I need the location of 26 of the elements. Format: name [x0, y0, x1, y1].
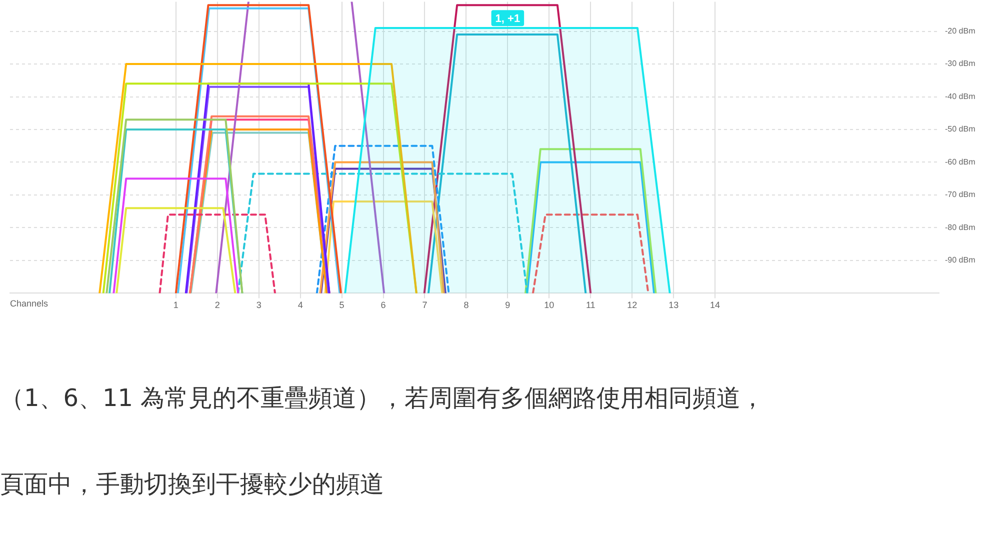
y-tick-label: -20 dBm [945, 26, 976, 36]
annotation: 1, +1 [495, 13, 520, 26]
y-tick-label: -90 dBm [945, 256, 976, 265]
x-tick-label: 11 [586, 300, 596, 310]
x-tick-label: 14 [710, 300, 720, 310]
x-tick-label: 5 [339, 300, 344, 310]
y-tick-label: -40 dBm [945, 92, 976, 101]
text: 頁面中，手動切換到干擾較少的頻道 [0, 469, 384, 500]
x-tick-label: 7 [422, 300, 428, 310]
x-axis-title: Channels [10, 298, 49, 309]
y-tick-label: -50 dBm [945, 124, 976, 134]
y-tick-label: -70 dBm [945, 190, 976, 200]
x-tick-label: 9 [505, 300, 510, 310]
x-tick-label: 10 [544, 300, 554, 310]
y-tick-label: -30 dBm [945, 59, 976, 68]
x-tick-label: 8 [464, 300, 469, 310]
x-tick-label: 3 [256, 300, 262, 310]
x-tick-label: 6 [380, 300, 386, 310]
x-tick-label: 13 [668, 300, 679, 310]
y-tick-label: -60 dBm [945, 157, 976, 166]
text: （1、6、11 為常見的不重疊頻道），若周圍有多個網路使用相同頻道， [0, 383, 765, 414]
x-tick-label: 4 [298, 300, 303, 310]
x-tick-label: 2 [214, 300, 220, 310]
y-tick-label: -80 dBm [945, 222, 976, 232]
x-tick-label: 1 [173, 300, 178, 310]
x-tick-label: 12 [627, 300, 638, 310]
